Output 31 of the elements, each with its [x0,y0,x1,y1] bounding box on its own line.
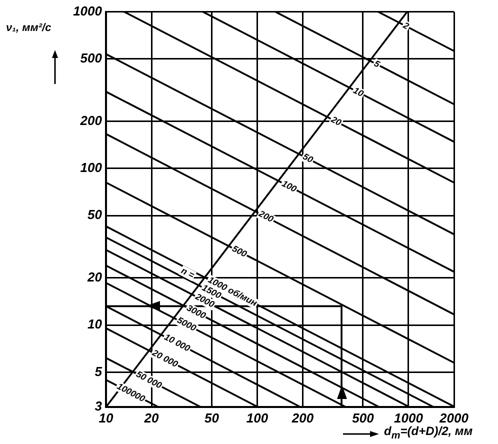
annotation: 50 000 [134,368,164,390]
annotation: 5000 [176,314,198,334]
annotation: 500 [230,243,249,260]
x-axis-title: d$_{m}$=(d+D)/2, мм [384,424,473,442]
y-tick-label: 3 [94,398,103,414]
y-axis-title: ν₁, мм²/с [6,22,52,34]
x-tick-label: 100 [246,410,269,426]
annotation: 5 [372,58,382,70]
y-tick-label: 1000 [73,3,103,18]
annotation: n = [180,265,197,281]
y-tick-label: 50 [88,207,103,222]
x-tick-label: 1000 [394,410,424,426]
y-tick-label: 20 [86,270,103,285]
y-tick-label: 500 [80,50,103,66]
annotation: 20 000 [150,347,180,370]
y-tick-label: 100 [80,160,103,176]
annotation: 20 [328,114,344,128]
annotation: 200 [256,208,276,224]
x-tick-label: 20 [143,410,160,426]
annotation: 50 [301,151,315,165]
y-tick-label: 200 [79,112,103,128]
y-tick-label: 10 [88,316,103,332]
annotation: 10 000 [162,332,192,354]
y-tick-label: 5 [94,364,103,379]
x-tick-label: 500 [352,410,375,426]
annotation: 100 [280,178,298,194]
x-tick-label: 50 [204,410,220,426]
x-tick-label: 200 [290,410,314,426]
annotation: 2 [400,20,411,32]
annotation: 10 [352,85,366,99]
x-tick-label: 2000 [438,410,470,426]
